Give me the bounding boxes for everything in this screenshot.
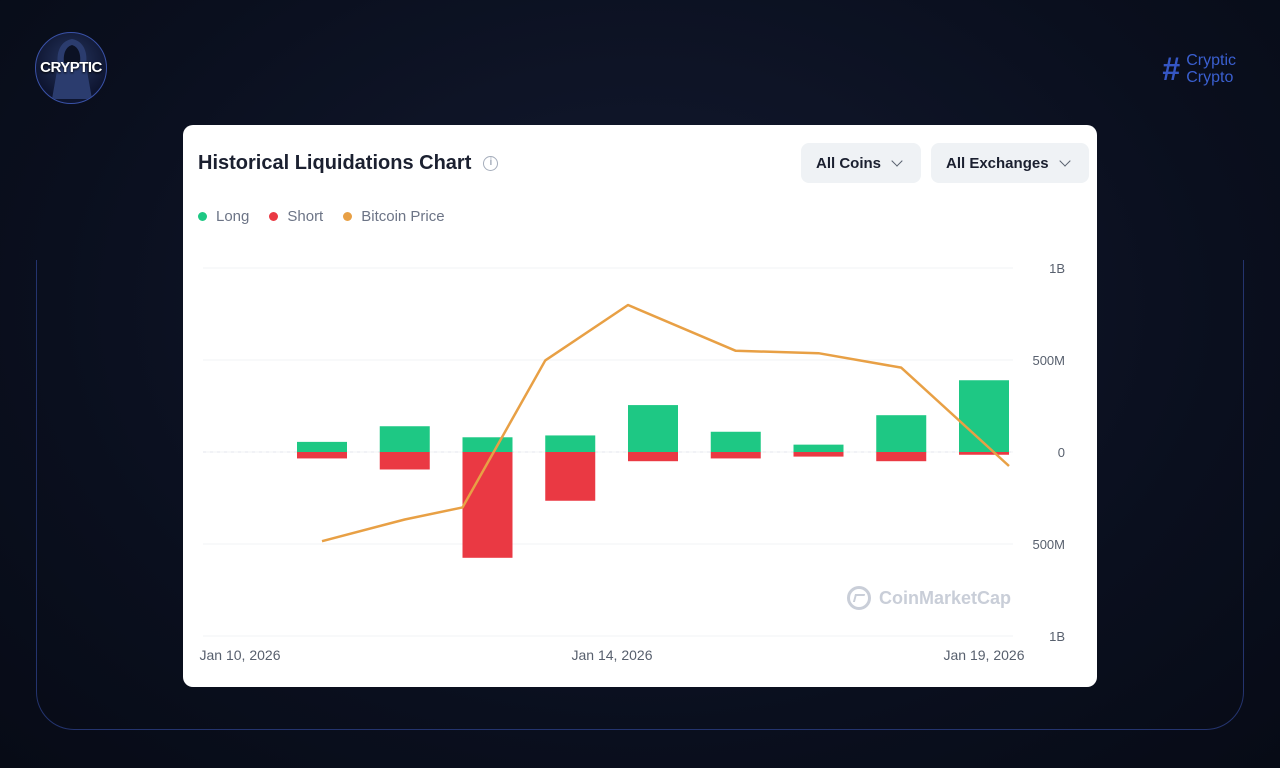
coinmarketcap-watermark: CoinMarketCap xyxy=(847,586,1011,610)
x-tick-label: Jan 19, 2026 xyxy=(944,647,1025,663)
bitcoin-price-line xyxy=(321,303,1010,543)
long-bar xyxy=(628,405,678,452)
long-bar xyxy=(545,435,596,452)
x-tick-label: Jan 14, 2026 xyxy=(572,647,653,663)
info-icon[interactable]: i xyxy=(483,156,499,171)
hash-icon: # xyxy=(1162,51,1181,87)
legend-bitcoin-price[interactable]: Bitcoin Price xyxy=(343,208,445,225)
y-tick-label: 500M xyxy=(1032,353,1065,368)
short-bar xyxy=(545,452,596,501)
hooded-figure-icon xyxy=(52,39,92,99)
legend-short-label: Short xyxy=(287,208,324,225)
y-tick-label: 1B xyxy=(1049,629,1065,644)
brand-words: Cryptic Crypto xyxy=(1186,52,1236,86)
chart-card: 1B 500M 0 500M 1B Jan 10, 2026 Jan 14, 2026 Jan… xyxy=(183,125,1097,687)
long-bar xyxy=(710,431,761,452)
long-bar xyxy=(297,441,347,452)
short-bar xyxy=(462,452,513,558)
chevron-down-icon xyxy=(891,154,903,167)
chart-title-row: Historical Liquidations Chart i xyxy=(198,152,499,175)
short-bar xyxy=(959,452,1009,455)
long-bar xyxy=(379,426,430,452)
long-bar xyxy=(876,415,927,452)
watermark-text: CoinMarketCap xyxy=(879,587,1012,608)
long-bar xyxy=(959,380,1009,452)
y-tick-label: 1B xyxy=(1049,261,1065,276)
chart-title: Historical Liquidations Chart xyxy=(198,152,472,174)
logo-text: CRYPTIC xyxy=(40,59,102,76)
short-bar xyxy=(297,452,347,459)
legend-long-label: Long xyxy=(216,208,250,225)
brand-watermark: # Cryptic Crypto xyxy=(1162,52,1236,86)
chart-legend: Long Short Bitcoin Price xyxy=(198,208,445,225)
brand-line-2: Crypto xyxy=(1186,69,1234,86)
y-tick-label: 0 xyxy=(1058,445,1065,460)
x-tick-label: Jan 10, 2026 xyxy=(200,647,281,663)
long-dot-icon xyxy=(198,212,207,221)
price-dot-icon xyxy=(343,212,353,221)
y-tick-label: 500M xyxy=(1032,537,1065,552)
short-bar xyxy=(876,452,927,462)
long-bar xyxy=(793,444,844,452)
short-dot-icon xyxy=(269,212,279,221)
liquidations-chart: 1B 500M 0 500M 1B Jan 10, 2026 Jan 14, 2026 Jan… xyxy=(200,261,1065,663)
long-bar xyxy=(462,437,513,452)
decorative-frame xyxy=(36,260,1244,730)
legend-long[interactable]: Long xyxy=(198,208,249,225)
short-bar xyxy=(793,452,844,457)
all-exchanges-dropdown[interactable]: All Exchanges xyxy=(931,143,1089,183)
legend-short[interactable]: Short xyxy=(269,208,323,225)
all-coins-dropdown[interactable]: All Coins xyxy=(801,143,921,183)
coinmarketcap-logo-icon xyxy=(847,586,871,610)
cryptic-logo: CRYPTIC xyxy=(35,32,107,104)
legend-price-label: Bitcoin Price xyxy=(361,208,445,225)
all-coins-label: All Coins xyxy=(816,154,882,172)
short-bar xyxy=(710,452,761,459)
short-bar xyxy=(628,452,678,462)
chevron-down-icon xyxy=(1058,154,1071,167)
short-bar xyxy=(379,452,430,470)
brand-line-1: Cryptic xyxy=(1186,52,1236,69)
all-exchanges-label: All Exchanges xyxy=(946,154,1049,172)
